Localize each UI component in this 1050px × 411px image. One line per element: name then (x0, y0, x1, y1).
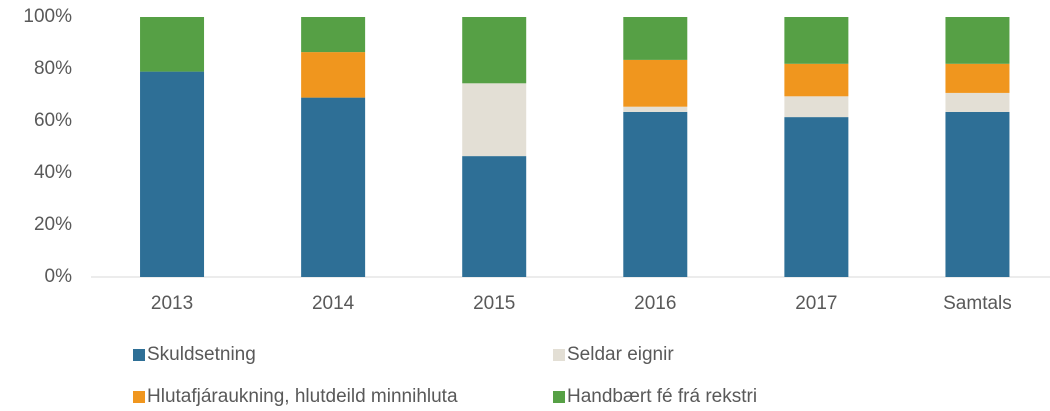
bar-segment (140, 71, 205, 277)
legend-label: Handbært fé frá rekstri (567, 386, 757, 407)
legend-label: Seldar eignir (567, 344, 674, 365)
y-tick-label: 80% (34, 58, 72, 79)
bar-segment (623, 106, 688, 112)
bar-segment (462, 83, 527, 157)
bar-segment (945, 92, 1010, 112)
bar-segment (784, 63, 849, 97)
x-tick-label: 2015 (473, 293, 515, 314)
bar-segment (140, 17, 205, 72)
bar-segment (784, 17, 849, 64)
bar-segment (623, 17, 688, 60)
legend-swatch (133, 349, 145, 361)
x-tick-label: 2013 (151, 293, 193, 314)
legend-label: Skuldsetning (147, 344, 256, 365)
bar-segment (784, 117, 849, 277)
y-tick-label: 0% (45, 266, 73, 287)
legend-swatch (553, 349, 565, 361)
y-tick-label: 40% (34, 162, 72, 183)
y-tick-label: 20% (34, 214, 72, 235)
bar-segment (945, 63, 1010, 93)
bar-segment (623, 111, 688, 278)
y-tick-label: 100% (23, 6, 72, 27)
legend-swatch (133, 391, 145, 403)
bar-segment (301, 17, 366, 53)
bar-segment (462, 17, 527, 84)
bar-segment (784, 96, 849, 118)
x-tick-label: 2017 (795, 293, 837, 314)
bar-segment (301, 52, 366, 98)
x-tick-label: 2016 (634, 293, 676, 314)
bar-segment (462, 156, 527, 277)
bar-segment (945, 111, 1010, 278)
x-tick-label: Samtals (943, 293, 1012, 314)
legend-swatch (553, 391, 565, 403)
bar-segment (623, 59, 688, 107)
y-tick-label: 60% (34, 110, 72, 131)
x-tick-label: 2014 (312, 293, 355, 314)
bar-segment (301, 97, 366, 277)
legend-label: Hlutafjáraukning, hlutdeild minnihluta (147, 386, 458, 407)
bar-segment (945, 17, 1010, 64)
